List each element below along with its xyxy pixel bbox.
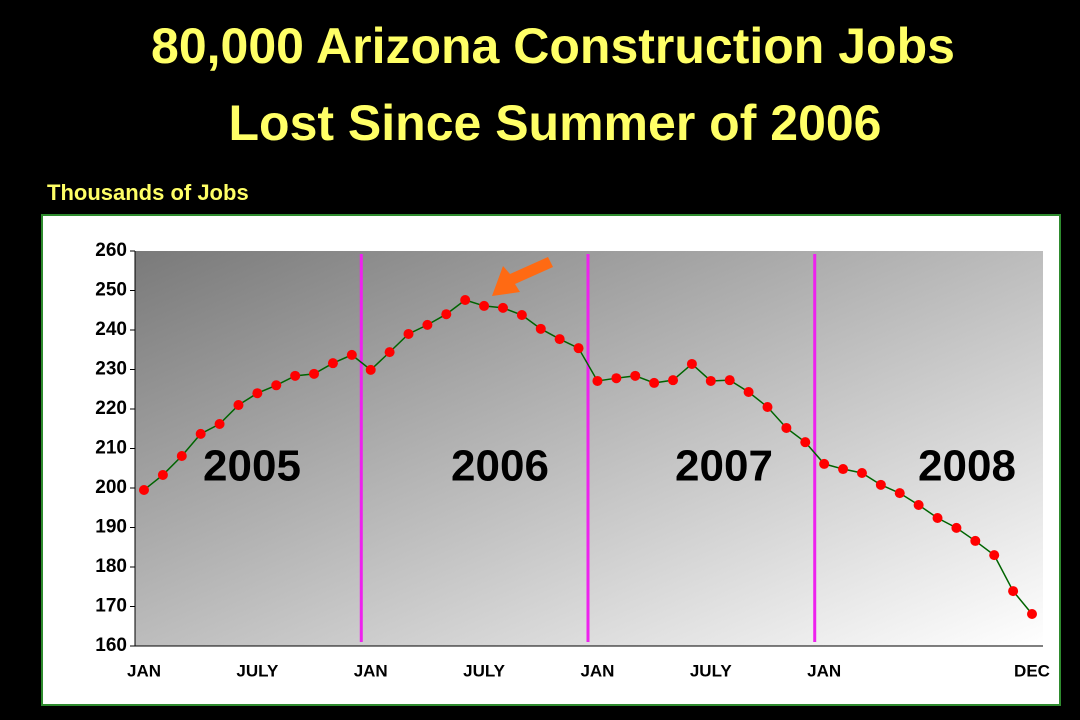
y-tick-label: 210: [95, 438, 127, 459]
data-point: [195, 428, 206, 439]
data-point: [516, 309, 527, 320]
data-point: [554, 334, 565, 345]
year-label: 2005: [203, 442, 301, 491]
data-point: [233, 400, 244, 411]
data-point: [214, 419, 225, 430]
data-point: [743, 387, 754, 398]
data-point: [497, 302, 508, 313]
data-point: [441, 309, 452, 320]
data-point: [271, 380, 282, 391]
y-tick-label: 180: [95, 556, 127, 577]
data-point: [649, 377, 660, 388]
data-point: [724, 375, 735, 386]
data-point: [252, 388, 263, 399]
year-label: 2006: [451, 442, 549, 491]
data-point: [1008, 586, 1019, 597]
x-tick-label: DEC: [1014, 661, 1050, 680]
data-point: [365, 364, 376, 375]
data-point: [838, 464, 849, 475]
data-point: [309, 368, 320, 379]
x-tick-label: JAN: [354, 661, 388, 680]
peak-arrow: [492, 257, 553, 296]
year-label: 2007: [675, 442, 773, 491]
data-point: [535, 323, 546, 334]
x-tick-label: JAN: [580, 661, 614, 680]
plot-layer: 160 170 180 190 200 210 220 230 240 250 260 JAN JULY…: [95, 240, 1050, 680]
y-tick-label: 190: [95, 517, 127, 538]
x-tick-label: JULY: [463, 661, 506, 680]
data-point: [705, 375, 716, 386]
data-point: [573, 343, 584, 354]
data-point: [630, 370, 641, 381]
y-tick-label: 250: [95, 280, 127, 301]
data-point: [403, 328, 414, 339]
y-tick-label: 200: [95, 477, 127, 498]
data-point: [819, 458, 830, 469]
data-point: [800, 437, 811, 448]
data-point: [592, 375, 603, 386]
year-label: 2008: [918, 442, 1016, 491]
data-point: [346, 349, 357, 360]
y-axis-label: Thousands of Jobs: [47, 180, 249, 205]
x-tick-label: JAN: [807, 661, 841, 680]
y-tick-label: 170: [95, 596, 127, 617]
data-point: [875, 479, 886, 490]
data-point: [611, 373, 622, 384]
data-point: [1027, 609, 1037, 620]
y-tick-label: 160: [95, 635, 127, 656]
data-point: [157, 469, 168, 480]
data-point: [762, 402, 773, 413]
y-tick-label: 260: [95, 240, 127, 261]
data-point: [176, 451, 187, 462]
y-tick-label: 230: [95, 359, 127, 380]
data-point: [460, 294, 471, 305]
y-tick-label: 240: [95, 319, 127, 340]
y-tick-label: 220: [95, 398, 127, 419]
data-point: [970, 535, 981, 546]
data-point: [422, 319, 433, 330]
x-tick-label: JAN: [127, 661, 161, 680]
data-point: [139, 484, 149, 495]
chart-title: Lost Since Summer of 2006: [228, 95, 881, 151]
x-tick-label: JULY: [236, 661, 279, 680]
data-point: [384, 347, 395, 358]
data-point: [913, 499, 924, 510]
data-point: [781, 422, 792, 433]
x-tick-label: JULY: [690, 661, 733, 680]
data-point: [686, 358, 697, 369]
data-point: [932, 513, 943, 524]
data-point: [290, 370, 301, 381]
chart-title: 80,000 Arizona Construction Jobs: [151, 18, 955, 74]
data-point: [989, 550, 1000, 561]
data-point: [327, 358, 338, 369]
data-point: [479, 300, 490, 311]
data-point: [668, 375, 679, 386]
data-point: [856, 467, 867, 478]
data-point: [951, 522, 962, 533]
data-point: [894, 488, 905, 499]
